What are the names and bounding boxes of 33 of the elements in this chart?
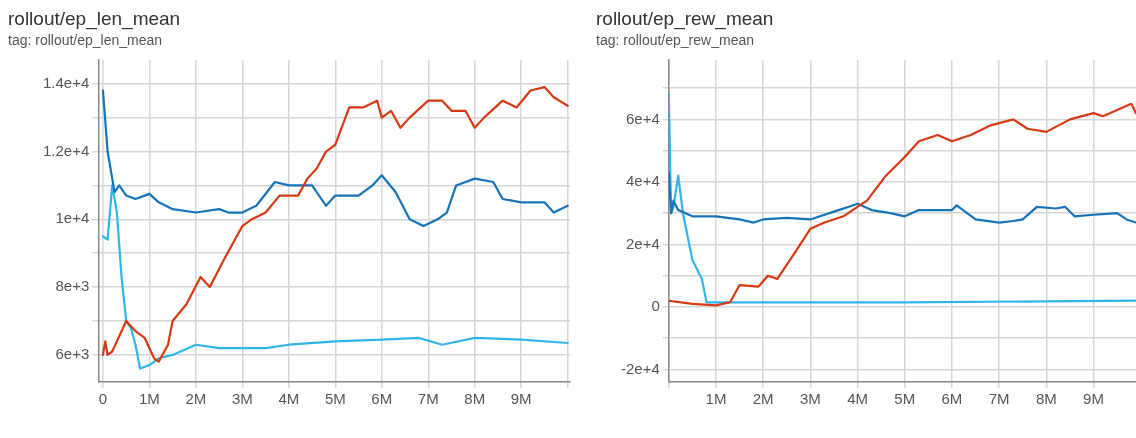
chart-subtitle: tag: rollout/ep_len_mean [8,32,164,48]
y-tick-label: 0 [651,297,660,315]
x-tick-label: 9M [510,390,532,408]
y-tick-label: 6e+4 [625,109,660,127]
x-tick-label: 7M [417,390,439,408]
y-tick-label: 4e+4 [625,172,660,190]
chart-subtitle: tag: rollout/ep_rew_mean [596,32,755,48]
x-tick-label: 6M [371,390,393,408]
y-tick-label: -2e+4 [620,359,660,377]
x-tick-label: 3M [231,390,253,408]
y-tick-label: 2e+4 [625,234,660,252]
x-tick-label: 1M [705,390,727,408]
x-tick-label: 1M [139,390,160,408]
x-tick-label: 3M [799,390,821,408]
x-tick-label: 5M [894,390,916,408]
x-tick-label: 8M [1035,390,1057,408]
x-tick-label: 2M [185,390,207,408]
x-tick-label: 9M [1083,390,1104,408]
y-tick-label: 1e+4 [55,209,90,227]
y-tick-label: 6e+3 [55,345,90,363]
chart-title: rollout/ep_len_mean [8,8,182,30]
y-tick-label: 1.4e+4 [43,73,90,91]
x-tick-label: 5M [324,390,346,408]
x-tick-label: 7M [988,390,1010,408]
x-tick-label: 8M [464,390,486,408]
y-tick-label: 8e+3 [55,277,90,295]
x-tick-label: 2M [752,390,774,408]
chart-title: rollout/ep_rew_mean [596,8,775,30]
x-tick-label: 4M [278,390,300,408]
x-tick-label: 6M [941,390,963,408]
x-tick-label: 4M [847,390,868,408]
y-tick-label: 1.2e+4 [43,141,90,159]
x-tick-label: 0 [98,390,108,408]
